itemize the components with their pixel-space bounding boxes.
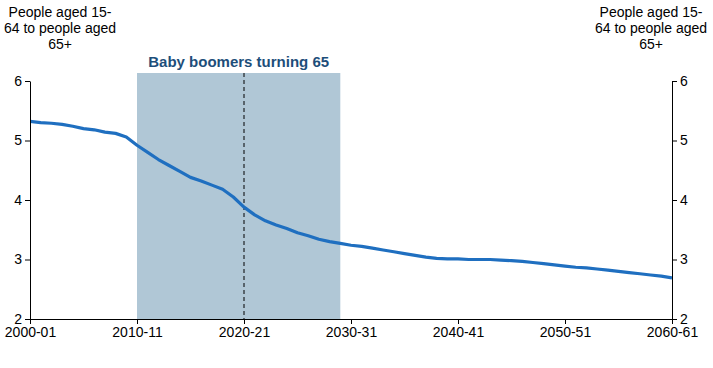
tick: 2 (14, 311, 30, 327)
tick-label: 2010-11 (112, 324, 163, 340)
tick-label: 2040-41 (433, 324, 485, 340)
tick: 3 (672, 251, 688, 267)
axis-title: People aged 15-64 to people aged65+ (4, 4, 116, 52)
axis-title-line: People aged 15- (9, 4, 112, 20)
y2-axis: 2 3 4 5 6 (672, 73, 688, 327)
axis-title-line: 64 to people aged (595, 20, 707, 36)
tick: 2000-01 (5, 319, 57, 340)
tick: 2040-41 (433, 319, 485, 340)
axis-line (30, 82, 31, 320)
tick: 6 (672, 73, 688, 89)
plot-area (30, 121, 672, 277)
x-axis: 2000-01 2010-11 2020-21 2030-31 2040-41 2050-… (5, 319, 699, 340)
band-label: Baby boomers turning 65 (148, 53, 329, 70)
tick-mark (25, 200, 30, 201)
tick-label: 6 (680, 73, 688, 89)
tick-label: 2030-31 (326, 324, 378, 340)
tick: 3 (14, 251, 30, 267)
tick-label: 3 (680, 251, 688, 267)
tick: 2 (672, 311, 688, 327)
tick: 5 (14, 132, 30, 148)
tick-label: 2000-01 (5, 324, 57, 340)
annotations: Baby boomers turning 65 (137, 53, 340, 319)
tick: 2020-21 (219, 319, 271, 340)
tick-mark (25, 319, 30, 320)
tick-label: 3 (14, 251, 22, 267)
tick-label: 2 (680, 311, 688, 327)
tick-mark (25, 260, 30, 261)
tick-label: 2060-61 (647, 324, 699, 340)
axis-title: People aged 15-64 to people aged65+ (595, 4, 707, 52)
tick-mark (25, 141, 30, 142)
axis-title-line: 65+ (639, 36, 663, 52)
tick-label: 5 (680, 132, 688, 148)
shaded-band (137, 73, 340, 319)
tick-mark (672, 141, 677, 142)
tick-label: 4 (680, 192, 688, 208)
tick-label: 5 (14, 132, 22, 148)
tick-mark (25, 81, 30, 82)
tick: 2060-61 (647, 319, 699, 340)
axis-title-line: People aged 15- (600, 4, 703, 20)
tick-label: 2 (14, 311, 22, 327)
tick: 6 (14, 73, 30, 89)
tick-mark (672, 319, 677, 320)
tick: 5 (672, 132, 688, 148)
tick: 4 (672, 192, 688, 208)
tick: 2010-11 (112, 319, 163, 340)
y-axis: 2 3 4 5 6 (14, 73, 30, 327)
tick-mark (672, 260, 677, 261)
axis-title-line: 65+ (48, 36, 72, 52)
axis-title-line: 64 to people aged (4, 20, 116, 36)
tick: 2050-51 (540, 319, 592, 340)
tick-mark (672, 81, 677, 82)
chart: Baby boomers turning 65 2000-01 2010-11 202… (0, 0, 713, 368)
tick-label: 2020-21 (219, 324, 271, 340)
tick: 2030-31 (326, 319, 378, 340)
tick: 4 (14, 192, 30, 208)
reference-line (244, 73, 245, 319)
tick-mark (672, 200, 677, 201)
tick-label: 4 (14, 192, 22, 208)
tick-label: 2050-51 (540, 324, 592, 340)
series-line (30, 121, 672, 277)
tick-label: 6 (14, 73, 22, 89)
